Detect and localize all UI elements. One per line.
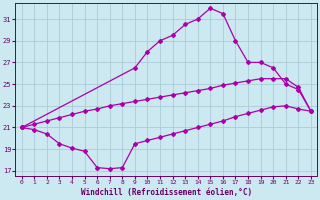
X-axis label: Windchill (Refroidissement éolien,°C): Windchill (Refroidissement éolien,°C) xyxy=(81,188,252,197)
